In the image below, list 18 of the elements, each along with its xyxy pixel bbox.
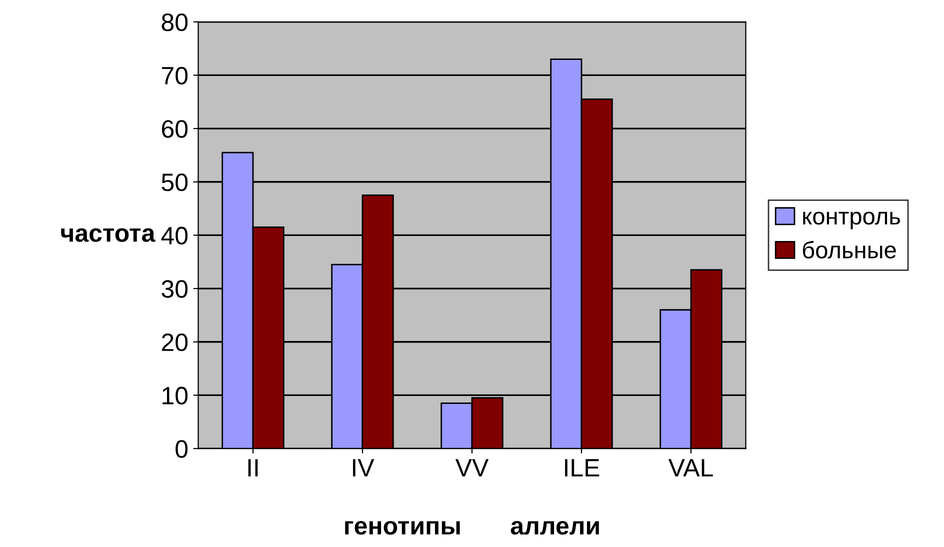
y-tick-label: 70	[162, 66, 188, 85]
x-axis-title: генотипы аллели	[345, 520, 599, 535]
y-tick-label: 60	[162, 120, 188, 138]
y-tick-label: 30	[162, 280, 188, 298]
x-tick-label: IV	[352, 459, 374, 476]
legend-label: больные	[802, 240, 896, 258]
x-tick-label: ILE	[565, 459, 600, 476]
y-tick-label: 10	[162, 386, 188, 405]
x-tick-label: VAL	[668, 459, 713, 476]
y-tick-label: 0	[176, 440, 188, 458]
x-tick-label: VV	[455, 459, 489, 476]
y-tick-label: 40	[161, 226, 188, 245]
y-axis-title: частота	[61, 228, 156, 242]
y-tick-label: 50	[162, 173, 188, 192]
y-tick-label: 80	[162, 13, 188, 32]
x-tick-label: II	[248, 459, 258, 476]
y-tick-label: 20	[162, 333, 188, 352]
legend-label: контроль	[803, 212, 900, 230]
